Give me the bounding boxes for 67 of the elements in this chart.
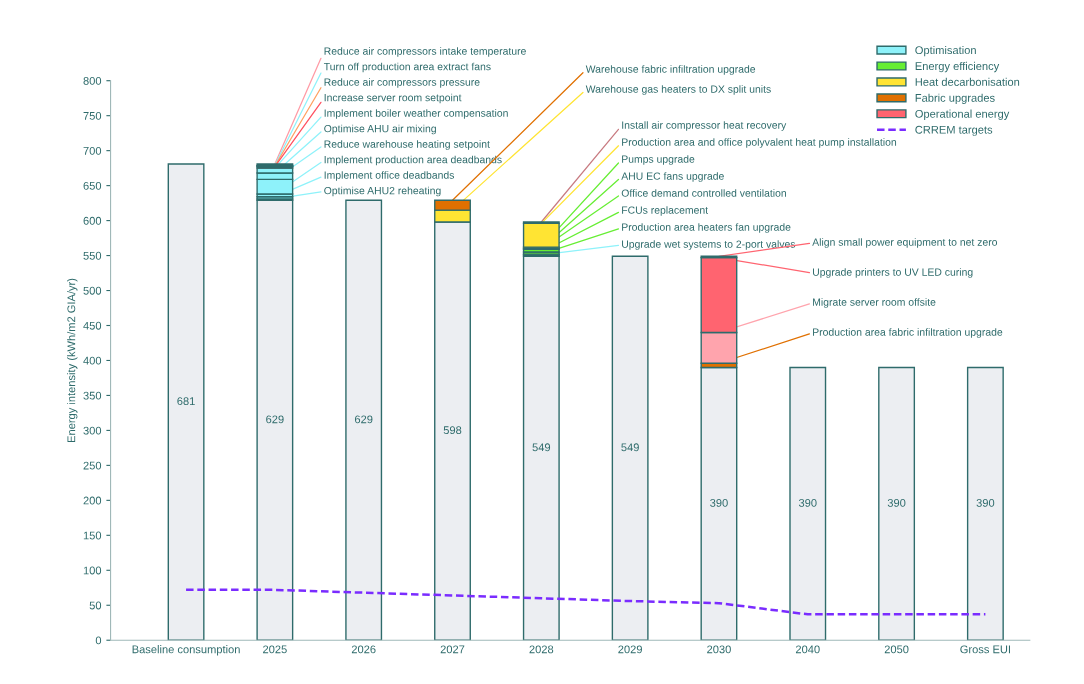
annotation: Implement boiler weather compensation — [324, 109, 508, 119]
x-tick-label: Gross EUI — [960, 645, 1010, 654]
y-tick-label: 750 — [83, 111, 102, 120]
legend-label: Fabric upgrades — [915, 93, 995, 105]
data-label: 549 — [532, 443, 551, 452]
annotation: Upgrade wet systems to 2-port valves — [622, 240, 796, 250]
annotation: Increase server room setpoint — [324, 93, 462, 104]
y-tick-label: 450 — [83, 321, 102, 330]
y-tick-label: 150 — [83, 531, 102, 540]
y-tick-label: 650 — [83, 181, 102, 190]
data-label: 390 — [710, 498, 728, 507]
y-tick-label: 300 — [83, 426, 102, 435]
y-tick-label: 0 — [95, 636, 102, 645]
data-label: 390 — [887, 498, 906, 507]
y-axis-title: Energy intensity (kWh/m2 GIA/yr) — [67, 278, 78, 442]
annotation: Align small power equipment to net zero — [812, 238, 998, 248]
data-label: 629 — [266, 415, 284, 424]
data-label: 549 — [621, 443, 639, 452]
annotation: Pumps upgrade — [622, 155, 695, 165]
legend-label: Optimisation — [915, 45, 976, 57]
annotation: Reduce warehouse heating setpoint — [324, 140, 490, 150]
annotation: Upgrade printers to UV LED curing — [813, 268, 973, 278]
annotation: Office demand controlled ventilation — [621, 189, 786, 197]
annotation: Optimise AHU air mixing — [324, 124, 436, 135]
annotation: Warehouse fabric infiltration upgrade — [585, 65, 756, 75]
legend-label: Operational energy — [915, 109, 1010, 120]
data-label: 390 — [798, 498, 817, 507]
annotation: AHU EC fans upgrade — [621, 172, 724, 182]
x-tick-label: 2027 — [440, 645, 465, 654]
x-tick-label: 2025 — [263, 645, 287, 654]
data-label: 598 — [443, 426, 462, 435]
legend-label: Energy efficiency — [915, 61, 1000, 73]
annotation: Reduce air compressors intake temperature — [324, 47, 526, 57]
y-tick-label: 250 — [83, 461, 102, 470]
annotation: Production area fabric infiltration upgrade — [813, 328, 1003, 338]
x-tick-label: 2029 — [618, 645, 642, 654]
annotation: Production area and office polyvalent heat pump installation — [622, 138, 897, 148]
x-tick-label: 2050 — [884, 645, 909, 654]
y-tick-label: 600 — [83, 216, 102, 225]
x-tick-label: 2028 — [529, 645, 554, 654]
data-label: 629 — [354, 415, 373, 424]
annotation: Migrate server room offsite — [813, 298, 936, 308]
x-tick-label: 2026 — [351, 645, 376, 654]
y-tick-label: 400 — [83, 356, 102, 365]
annotation: Warehouse gas heaters to DX split units — [585, 85, 771, 95]
y-tick-label: 700 — [83, 146, 102, 155]
y-tick-label: 200 — [83, 496, 102, 505]
x-tick-label: 2040 — [795, 645, 820, 654]
legend-label: Heat decarbonisation — [915, 77, 1020, 86]
y-tick-label: 550 — [83, 251, 102, 260]
y-tick-label: 500 — [83, 286, 102, 295]
annotation: Optimise AHU2 reheating — [324, 186, 441, 197]
data-label: 681 — [177, 397, 195, 406]
x-tick-label: 2030 — [707, 645, 731, 654]
annotation: Turn off production area extract fans — [323, 62, 491, 73]
annotation: Production area heaters fan upgrade — [622, 223, 791, 233]
data-label: 390 — [976, 498, 995, 507]
y-tick-label: 50 — [89, 601, 102, 610]
legend-label: CRREM targets — [915, 125, 993, 136]
y-tick-label: 800 — [83, 76, 102, 85]
y-tick-label: 350 — [83, 391, 102, 400]
annotation: FCUs replacement — [622, 206, 709, 216]
annotation: Reduce air compressors pressure — [324, 78, 480, 88]
annotation: Implement office deadbands — [324, 171, 455, 181]
annotation: Install air compressor heat recovery — [622, 121, 787, 131]
x-tick-label: Baseline consumption — [132, 645, 240, 656]
y-tick-label: 100 — [83, 566, 102, 575]
